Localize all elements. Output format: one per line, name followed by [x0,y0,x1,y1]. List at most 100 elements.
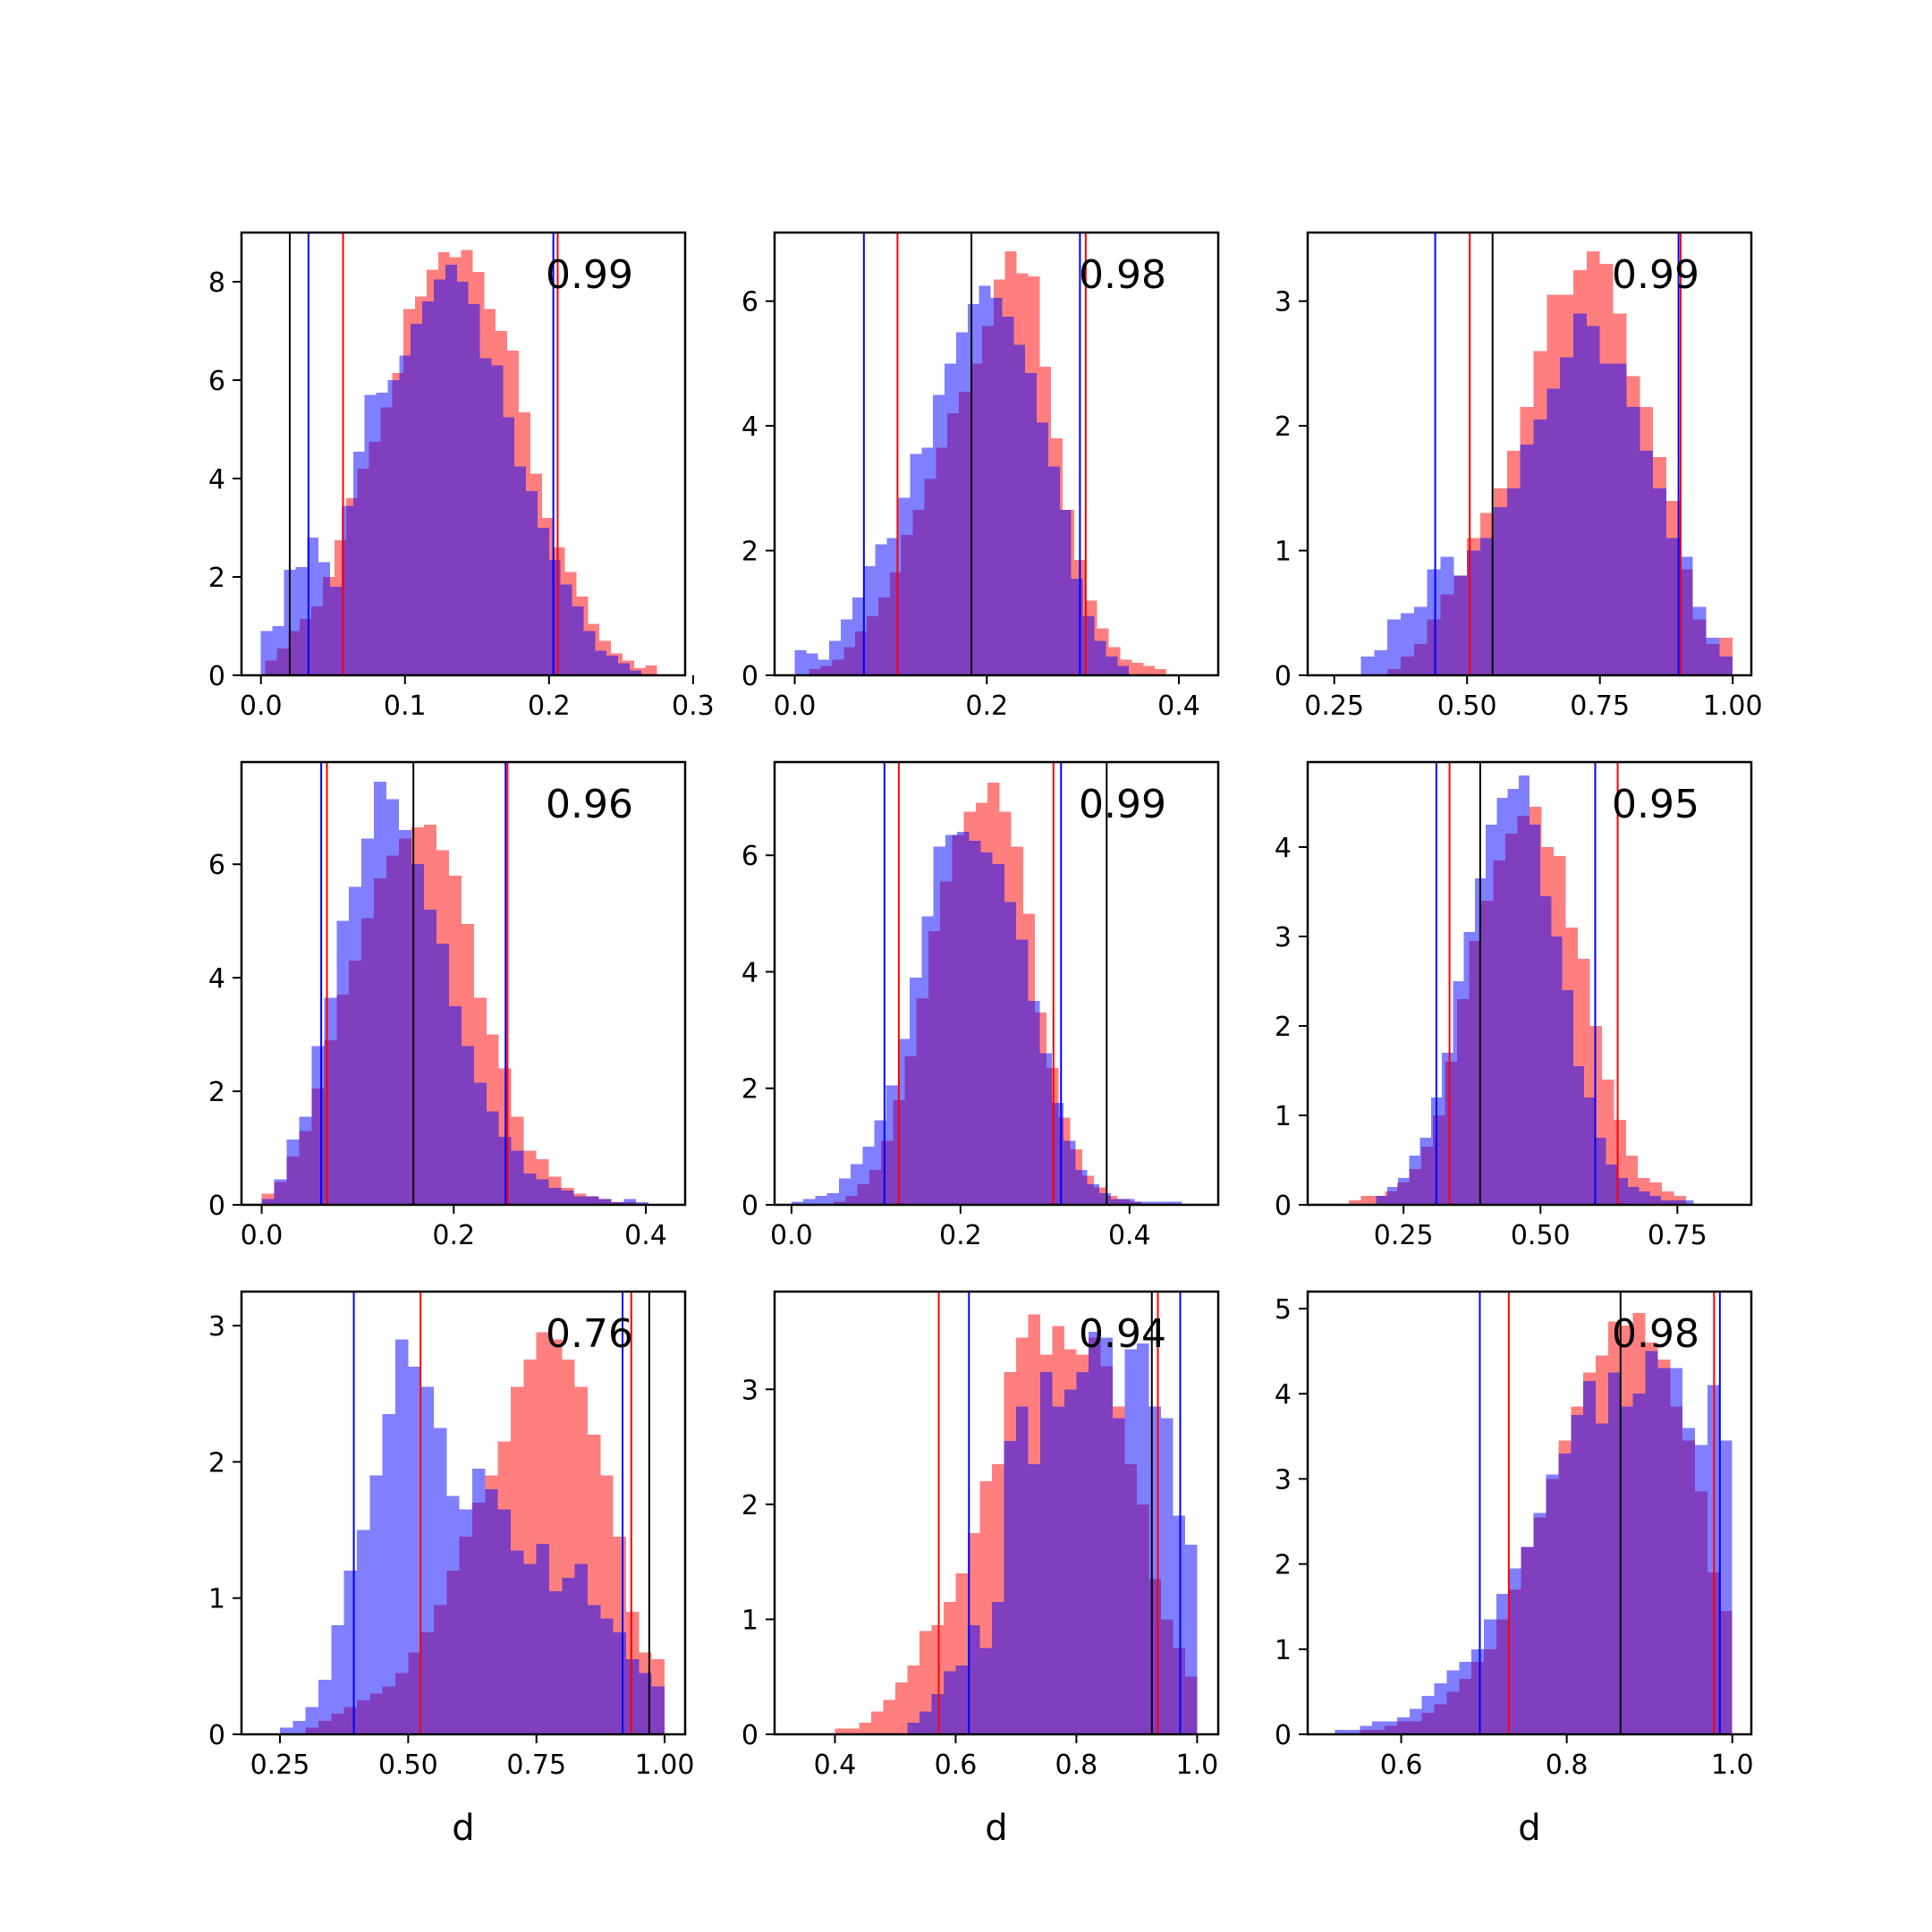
panel-9-ytick-label-6: 5 [1275,1294,1292,1326]
panel-5-bar-blue-29 [1123,1199,1135,1205]
panel-4-bar-blue-14 [423,910,436,1205]
panel-1-bar-blue-1 [260,631,273,675]
panel-5-bar-blue-24 [1063,1140,1076,1205]
panel-6-bar-red-2 [1360,1196,1373,1205]
panel-4-bar-blue-12 [399,830,412,1205]
panel-5-ytick-label-3: 4 [741,957,758,988]
panel-4-ytick-label-3: 4 [208,963,225,995]
panel-9-bar-blue-18 [1546,1474,1559,1734]
panel-7-ytick-label-3: 2 [208,1447,225,1479]
panel-9-bar-blue-7 [1409,1708,1422,1734]
panel-8-bar-blue-15 [1076,1372,1089,1734]
panel-5-bar-blue-32 [1157,1201,1171,1205]
panel-1-bar-blue-30 [595,650,607,675]
panel-7-bar-blue-13 [434,1428,447,1734]
panel-9-annotation: 0.98 [1612,1311,1699,1357]
panel-7-xtick-label-3: 0.75 [506,1750,566,1781]
panel-3-bar-blue-24 [1665,538,1680,675]
panel-9-bar-blue-25 [1632,1394,1646,1734]
panel-4-bar-blue-30 [623,1199,637,1205]
panel-8: 0.4 0.6 0.8 1.0 0 1 2 3 0.94 d [741,1290,1220,1849]
panel-7-bar-blue-20 [523,1563,537,1734]
panel-6-bar-blue-26 [1649,1196,1661,1205]
panel-9-bar-blue-24 [1620,1406,1633,1734]
panel-4-bar-blue-25 [561,1191,574,1205]
panel-3-bar-blue-27 [1706,638,1720,675]
panel-7-bar-blue-2 [292,1720,306,1734]
panel-9-bar-blue-17 [1533,1513,1546,1734]
panel-1-bar-blue-17 [445,264,457,675]
panel-6-frame [1306,760,1753,1207]
panel-7-bar-blue-9 [382,1414,396,1734]
panel-3-xtick-label-3: 0.75 [1570,691,1630,722]
panel-6-xtick-label-2: 0.50 [1511,1220,1571,1251]
panel-3: 0.25 0.50 0.75 1.00 0 1 2 3 0.99 [1275,231,1763,722]
panel-3-bar-blue-18 [1586,326,1600,675]
panel-4-bar-blue-10 [374,782,387,1205]
panel-9-bar-blue-2 [1347,1730,1360,1734]
panel-1-bar-blue-23 [514,466,527,675]
panel-9-bar-blue-13 [1484,1619,1496,1734]
panel-6-bar-blue-17 [1551,936,1563,1205]
panel-8-ytick-label-2: 1 [741,1605,758,1636]
panel-5-bar-blue-6 [851,1164,863,1205]
panel-9-bar-blue-5 [1385,1721,1397,1734]
panel-2-bar-blue-10 [898,497,911,675]
panel-2: 0.0 0.2 0.4 0 2 4 6 0.98 [741,231,1220,722]
panel-1-bar-blue-18 [456,282,469,675]
panel-4-bar-blue-27 [586,1196,599,1205]
panel-9-bar-blue-14 [1496,1593,1509,1734]
panel-9-bar-blue-1 [1335,1730,1348,1734]
panel-2-bar-blue-7 [863,565,876,675]
panel-9-bar-blue-30 [1695,1445,1707,1734]
panel-7-bar-blue-25 [588,1605,601,1734]
panel-8-bar-blue-6 [967,1624,980,1734]
panel-6-bar-blue-11 [1486,825,1497,1205]
panel-1-bar-red-34 [645,665,657,675]
panel-4-bar-blue-8 [349,886,362,1205]
panel-1-frame [240,231,687,677]
panel-3-bar-blue-10 [1480,538,1494,675]
panel-5-bar-blue-30 [1134,1201,1147,1205]
panel-1-bar-blue-6 [318,562,331,675]
panel-9-bar-blue-16 [1521,1546,1534,1734]
panel-9-ytick-label-1: 0 [1275,1720,1292,1751]
panel-8-xtick-label-3: 0.8 [1055,1750,1098,1781]
panel-8-bar-blue-21 [1148,1406,1161,1734]
panel-9-bar-blue-28 [1670,1368,1683,1734]
panel-6-bar-blue-4 [1409,1156,1420,1205]
panel-9-xtick-label-3: 1.0 [1711,1750,1754,1781]
panel-3-bar-blue-26 [1692,606,1707,675]
panel-3-plot-area [1360,233,1733,675]
panel-6-bar-blue-21 [1595,1138,1606,1205]
panel-9-xtick-label-1: 0.6 [1380,1750,1423,1781]
panel-4-ytick-label-2: 2 [208,1077,225,1108]
panel-4-bar-blue-5 [311,1046,325,1205]
panel-8-bar-blue-16 [1088,1332,1101,1734]
panel-4-annotation: 0.96 [546,782,633,827]
panel-7-bar-blue-6 [343,1571,358,1734]
panel-1-bar-blue-25 [537,528,549,675]
panel-6-annotation: 0.95 [1612,782,1699,827]
panel-6: 0.25 0.50 0.75 0 1 2 3 4 0.95 [1275,760,1753,1251]
panel-2-bar-blue-14 [945,363,956,675]
panel-7-bar-blue-24 [574,1563,589,1734]
panel-8-bar-blue-1 [907,1723,919,1734]
panel-3-ytick-label-2: 1 [1275,537,1292,568]
panel-2-bar-blue-27 [1094,640,1106,675]
panel-9-bar-blue-10 [1446,1670,1460,1734]
panel-7-bar-blue-11 [408,1366,421,1734]
panel-9-bar-blue-9 [1434,1682,1447,1734]
panel-1-ytick-label-3: 4 [208,464,225,496]
panel-2-bar-blue-6 [852,597,864,675]
panel-1-bar-blue-8 [341,505,353,675]
panel-5-annotation: 0.99 [1079,782,1166,827]
panel-9-ytick-label-3: 2 [1275,1550,1292,1581]
panel-1-bar-blue-20 [479,358,492,675]
panel-9-bar-blue-19 [1558,1453,1572,1734]
panel-5-bar-blue-13 [933,846,945,1205]
panel-9-bar-blue-8 [1421,1696,1435,1734]
panel-2-bar-blue-21 [1025,372,1038,675]
panel-8-xtick-label-4: 1.0 [1176,1750,1219,1781]
panel-1-ytick-label-1: 0 [208,661,225,692]
